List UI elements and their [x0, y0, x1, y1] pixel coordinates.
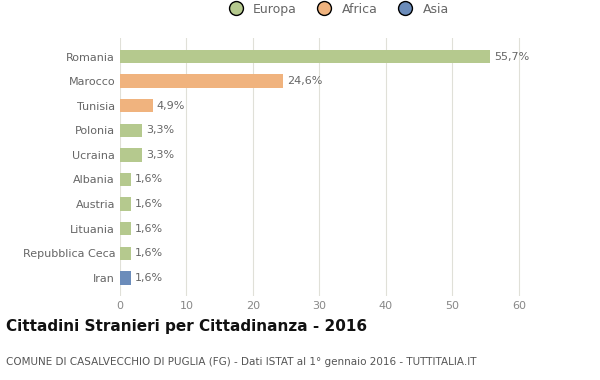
Bar: [120, 50, 490, 63]
Bar: [120, 271, 131, 285]
Text: 1,6%: 1,6%: [134, 273, 163, 283]
Text: 1,6%: 1,6%: [134, 248, 163, 258]
Text: 3,3%: 3,3%: [146, 150, 174, 160]
Text: Cittadini Stranieri per Cittadinanza - 2016: Cittadini Stranieri per Cittadinanza - 2…: [6, 318, 367, 334]
Bar: [120, 173, 131, 186]
Text: 55,7%: 55,7%: [494, 52, 529, 62]
Bar: [120, 124, 142, 137]
Text: 1,6%: 1,6%: [134, 199, 163, 209]
Bar: [120, 222, 131, 236]
Bar: [120, 247, 131, 260]
Text: 1,6%: 1,6%: [134, 224, 163, 234]
Legend: Europa, Africa, Asia: Europa, Africa, Asia: [218, 0, 454, 21]
Text: 1,6%: 1,6%: [134, 174, 163, 185]
Bar: [120, 148, 142, 162]
Text: 3,3%: 3,3%: [146, 125, 174, 135]
Text: COMUNE DI CASALVECCHIO DI PUGLIA (FG) - Dati ISTAT al 1° gennaio 2016 - TUTTITAL: COMUNE DI CASALVECCHIO DI PUGLIA (FG) - …: [6, 357, 476, 367]
Bar: [120, 99, 152, 112]
Bar: [120, 74, 283, 88]
Text: 24,6%: 24,6%: [287, 76, 323, 86]
Bar: [120, 197, 131, 211]
Text: 4,9%: 4,9%: [157, 101, 185, 111]
